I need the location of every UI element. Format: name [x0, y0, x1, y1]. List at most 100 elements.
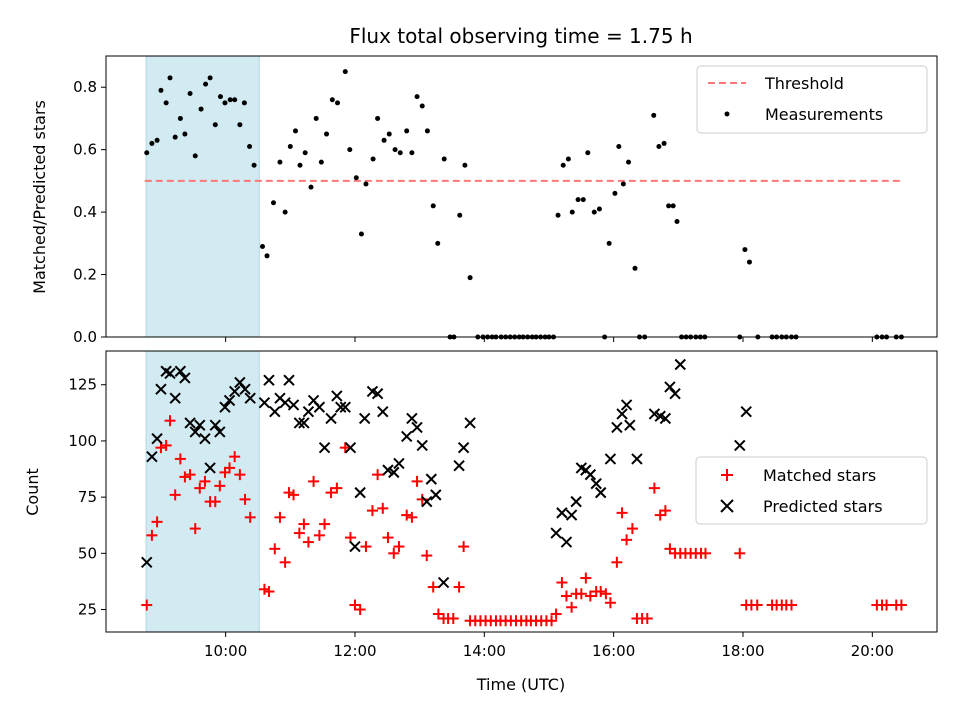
matched-star-point — [611, 556, 623, 568]
bottom-y-axis: 25 50 75 100 125 — [68, 376, 106, 619]
predicted-star-point — [631, 453, 643, 465]
measurement-point — [353, 175, 359, 181]
matched-star-point — [331, 482, 343, 494]
measurement-point — [347, 147, 353, 153]
measurement-point — [580, 197, 586, 203]
predicted-star-point — [560, 536, 573, 548]
chart-title: Flux total observing time = 1.75 h — [349, 24, 692, 48]
measurement-point — [430, 203, 436, 209]
measurement-point — [467, 275, 473, 281]
legend-predicted-label: Predicted stars — [763, 497, 883, 516]
predicted-star-point — [234, 376, 246, 389]
measurement-point — [302, 150, 308, 156]
predicted-star-point — [141, 556, 153, 569]
bottom-plot-frame — [105, 350, 938, 633]
predicted-star-point — [313, 401, 326, 413]
predicted-star-point — [228, 385, 241, 398]
measurement-point — [666, 203, 672, 209]
measurement-point — [241, 100, 247, 106]
top-plot-frame — [105, 55, 938, 338]
measurement-point — [462, 162, 468, 168]
ratio-panel: 0.00.20.40.60.8 Matched/Predicted stars … — [30, 55, 938, 346]
predicted-star-point — [279, 396, 291, 409]
measurement-point — [674, 218, 680, 224]
predicted-star-point — [344, 441, 357, 454]
measurement-point — [329, 97, 335, 103]
predicted-star-point — [430, 489, 442, 501]
predicted-star-point — [174, 365, 187, 377]
top-y-axis-label: Matched/Predicted stars — [30, 100, 49, 294]
measurement-point — [419, 103, 425, 109]
bottom-xtick-label-2: 14:00 — [463, 642, 506, 660]
matched-star-point — [274, 511, 286, 523]
matched-star-point — [421, 550, 433, 562]
top-ytick-label-0: 0.0 — [73, 328, 97, 346]
bottom-legend: Matched stars Predicted stars — [695, 456, 928, 525]
measurement-point — [397, 150, 403, 156]
predicted-star-point — [570, 495, 582, 508]
matched-star-point — [141, 599, 153, 611]
matched-star-point — [288, 489, 300, 501]
matched-star-point — [179, 471, 191, 483]
predicted-star-point — [556, 507, 568, 519]
predicted-star-point — [204, 462, 216, 474]
matched-star-point — [298, 518, 310, 530]
matched-star-point — [174, 453, 186, 465]
matched-star-point — [584, 590, 596, 602]
measurement-point — [182, 131, 188, 137]
measurement-point — [661, 140, 667, 146]
matched-star-point — [458, 541, 470, 553]
matched-star-point — [360, 541, 372, 553]
measurement-point — [203, 81, 209, 87]
predicted-star-point — [263, 374, 275, 386]
matched-star-point — [199, 475, 211, 487]
matched-star-point — [453, 581, 465, 593]
predicted-star-point — [611, 421, 623, 434]
matched-star-point — [209, 496, 221, 508]
legend-matched-label: Matched stars — [763, 466, 876, 485]
predicted-star-point — [169, 392, 181, 404]
predicted-star-point — [155, 383, 167, 395]
bottom-xtick-label-3: 16:00 — [592, 642, 635, 660]
measurement-point — [591, 209, 597, 215]
measurement-point — [370, 156, 376, 162]
matched-star-point — [626, 523, 638, 535]
predicted-star-point — [269, 405, 281, 418]
predicted-star-point — [219, 401, 231, 413]
predicted-star-point — [624, 419, 636, 431]
measurement-point — [670, 203, 676, 209]
matched-star-point — [393, 541, 405, 553]
bottom-x-axis: 10:00 12:00 14:00 16:00 18:00 20:00 — [204, 632, 894, 660]
matched-star-point — [411, 475, 423, 487]
predicted-star-point — [184, 417, 196, 429]
bottom-xtick-label-1: 12:00 — [333, 642, 376, 660]
bottom-ytick-label-4: 125 — [68, 376, 97, 394]
predicted-star-point — [354, 486, 366, 499]
predicted-star-point — [425, 473, 437, 485]
measurement-point — [656, 144, 662, 150]
matched-star-point — [566, 601, 578, 613]
predicted-star-point — [258, 396, 271, 409]
matched-star-point — [616, 507, 628, 519]
predicted-star-point — [659, 412, 672, 425]
predicted-star-point — [199, 432, 211, 445]
predicted-star-point — [401, 430, 413, 443]
predicted-star-point — [339, 401, 351, 413]
matched-star-point — [648, 482, 660, 494]
predicted-star-point — [287, 399, 300, 411]
matched-star-point — [406, 511, 418, 523]
count-panel: 25 50 75 100 125 10:00 12:00 14:00 16:00 18:00 20… — [23, 350, 938, 694]
measurement-point — [392, 147, 398, 153]
x-axis-label: Time (UTC) — [476, 675, 565, 694]
predicted-star-point — [223, 394, 236, 407]
matched-star-point — [293, 527, 305, 539]
top-ytick-label-2: 0.4 — [73, 203, 97, 221]
predicted-star-point — [244, 392, 256, 404]
measurement-point — [632, 265, 638, 271]
predicted-star-point — [590, 477, 602, 490]
legend-matched-swatch — [721, 469, 733, 481]
predicted-star-point — [151, 432, 163, 445]
predicted-star-point — [189, 426, 201, 438]
matched-star-point — [382, 532, 394, 544]
predicted-star-point — [616, 408, 628, 420]
